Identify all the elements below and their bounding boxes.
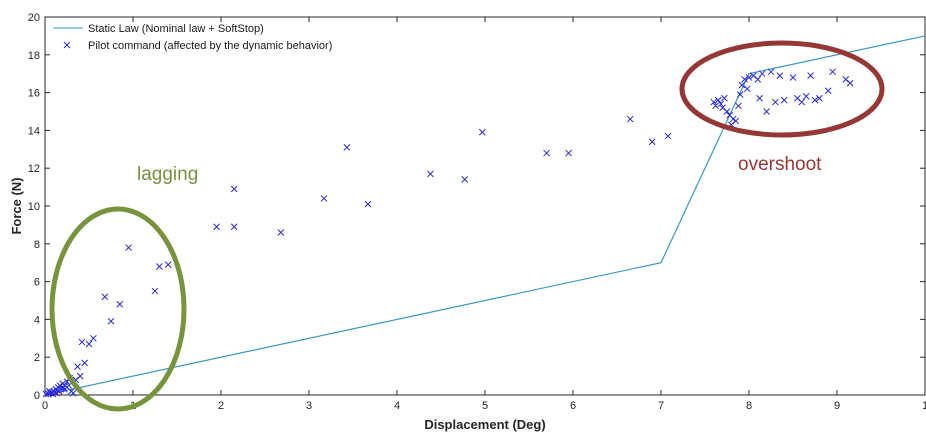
pilot-command-point — [776, 72, 784, 79]
y-tick-label: 18 — [28, 50, 40, 62]
pilot-command-point — [543, 149, 550, 157]
pilot-command-point — [738, 81, 746, 89]
plot-area — [44, 16, 926, 396]
pilot-command-point — [85, 340, 93, 348]
pilot-command-point — [710, 98, 718, 106]
pilot-command-point — [780, 96, 788, 104]
pilot-command-point — [723, 108, 731, 115]
x-tick-label: 9 — [834, 400, 840, 412]
pilot-command-point — [767, 68, 775, 76]
pilot-command-point — [802, 93, 810, 100]
y-tick-label: 2 — [34, 352, 40, 364]
static-law-line — [44, 35, 926, 396]
pilot-command-point — [320, 195, 328, 202]
x-tick-label: 2 — [218, 400, 224, 412]
pilot-command-point — [78, 338, 86, 346]
pilot-command-point — [772, 98, 779, 106]
pilot-command-point — [151, 287, 159, 295]
pilot-command-point — [712, 102, 719, 110]
pilot-command-point — [125, 244, 132, 251]
pilot-command-point — [343, 144, 351, 151]
pilot-command-point — [230, 223, 238, 231]
pilot-command-point — [164, 261, 172, 268]
x-tick-label: 4 — [394, 400, 400, 412]
pilot-command-point — [732, 117, 740, 125]
pilot-command-point — [798, 98, 806, 106]
pilot-command-point — [754, 76, 762, 83]
pilot-command-point — [427, 170, 434, 178]
pilot-command-point — [741, 76, 748, 83]
pilot-command-point — [81, 359, 88, 367]
pilot-command-point — [721, 94, 728, 102]
overshoot-label: overshoot — [738, 154, 822, 175]
x-tick-label: 6 — [570, 400, 576, 412]
pilot-command-point — [277, 229, 285, 236]
pilot-command-point — [479, 128, 486, 136]
pilot-command-point — [74, 363, 81, 371]
y-tick-label: 14 — [28, 125, 40, 137]
x-tick-label: 0 — [42, 400, 48, 412]
y-axis-label: Force (N) — [9, 177, 24, 234]
pilot-command-point — [763, 108, 770, 115]
x-tick-label: 5 — [482, 400, 488, 412]
y-tick-label: 4 — [34, 314, 40, 326]
y-tick-label: 20 — [28, 12, 40, 24]
pilot-command-point — [76, 372, 84, 380]
y-tick-label: 8 — [34, 239, 40, 251]
x-tick-label: 7 — [658, 400, 664, 412]
pilot-command-point — [565, 149, 572, 157]
pilot-command-point — [213, 223, 220, 231]
y-tick-label: 12 — [28, 163, 40, 175]
x-axis-label: Displacement (Deg) — [424, 417, 545, 432]
pilot-command-point — [90, 334, 97, 342]
legend-entry-pilot-command: Pilot command (affected by the dynamic b… — [88, 40, 332, 52]
y-tick-label: 16 — [28, 88, 40, 100]
pilot-command-point — [789, 74, 797, 81]
pilot-command-point — [807, 72, 814, 79]
lagging-ellipse — [49, 206, 187, 412]
pilot-command-point — [364, 200, 372, 208]
pilot-command-point — [230, 185, 238, 193]
x-tick-label: 8 — [746, 400, 752, 412]
overshoot-ellipse — [679, 40, 885, 138]
pilot-command-point — [107, 317, 115, 325]
pilot-command-point — [745, 74, 753, 81]
legend: Static Law (Nominal law + SoftStop) Pilo… — [53, 23, 332, 52]
pilot-command-point — [101, 293, 109, 301]
pilot-command-point — [756, 94, 763, 102]
pilot-command-point — [829, 68, 836, 76]
x-tick-label: 3 — [306, 400, 312, 412]
x-tick-label: 1 — [922, 400, 926, 412]
pilot-command-point — [664, 132, 672, 140]
pilot-command-point — [626, 115, 634, 123]
y-tick-label: 10 — [28, 201, 40, 213]
pilot-command-point — [758, 70, 766, 78]
pilot-command-point — [824, 87, 832, 95]
pilot-command-point — [846, 79, 854, 87]
pilot-command-point — [811, 96, 819, 104]
y-tick-label: 0 — [34, 390, 40, 402]
pilot-command-point — [65, 382, 73, 389]
pilot-command-point — [714, 96, 722, 104]
pilot-command-point — [461, 176, 469, 183]
legend-x-marker — [63, 41, 71, 49]
pilot-command-point — [648, 138, 656, 146]
pilot-command-point — [816, 94, 823, 102]
pilot-command-point — [69, 389, 77, 397]
pilot-command-point — [116, 300, 124, 308]
lagging-label: lagging — [137, 164, 198, 185]
y-tick-label: 6 — [34, 277, 40, 289]
pilot-command-point — [736, 91, 744, 98]
pilot-command-point — [156, 263, 163, 270]
pilot-command-point — [717, 100, 725, 108]
pilot-command-point — [743, 85, 751, 93]
pilot-command-point — [735, 102, 742, 110]
series-layer — [42, 35, 926, 398]
legend-entry-static-law: Static Law (Nominal law + SoftStop) — [88, 23, 264, 35]
